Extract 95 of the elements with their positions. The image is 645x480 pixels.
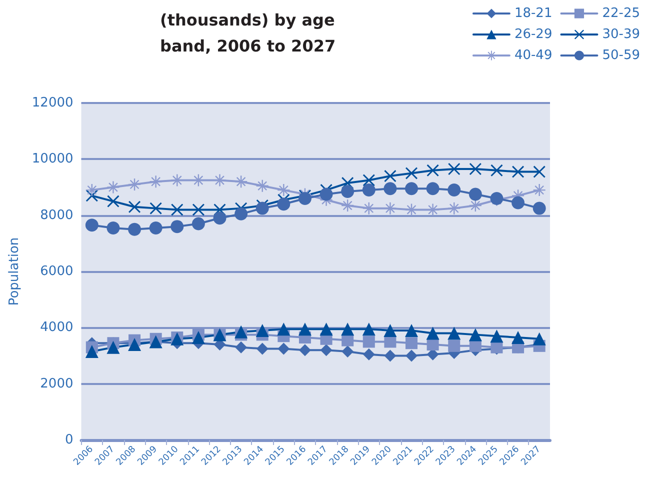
point: [532, 332, 546, 346]
point: [234, 207, 248, 220]
point: [128, 200, 141, 213]
point: [384, 350, 396, 362]
point: [362, 202, 375, 214]
point: [298, 192, 312, 205]
point: [512, 196, 525, 210]
point: [107, 181, 120, 194]
point: [277, 322, 290, 336]
point: [106, 340, 120, 354]
point: [362, 174, 375, 186]
point: [426, 164, 439, 176]
point: [150, 202, 162, 214]
point: [362, 322, 376, 336]
point: [320, 322, 333, 336]
point: [149, 221, 162, 234]
y-tick-label: 8000: [40, 208, 74, 223]
point: [234, 325, 248, 338]
point: [192, 217, 205, 230]
point: [490, 330, 504, 343]
point: [320, 188, 333, 201]
point: [298, 344, 311, 356]
point: [128, 222, 142, 236]
point: [490, 164, 503, 176]
point: [106, 221, 120, 234]
point: [320, 344, 332, 356]
y-axis-title: Population: [7, 237, 22, 306]
point: [341, 322, 354, 336]
chart-title: (thousands) by age band, 2006 to 2027: [160, 10, 340, 56]
point: [384, 182, 397, 196]
point: [405, 182, 418, 196]
point: [192, 174, 204, 186]
point: [362, 336, 375, 348]
point: [256, 342, 268, 355]
point: [468, 328, 482, 342]
y-tick-label: 6000: [40, 264, 74, 279]
y-tick-label: 0: [64, 432, 74, 448]
point: [342, 334, 354, 346]
point: [468, 188, 482, 201]
point: [384, 324, 397, 337]
point: [85, 345, 98, 358]
point: [235, 176, 248, 188]
point: [384, 170, 396, 182]
point: [405, 324, 418, 337]
point: [192, 204, 204, 216]
point: [171, 174, 184, 186]
legend-label: 18-21: [514, 6, 552, 21]
point: [170, 220, 184, 234]
point: [512, 166, 524, 178]
y-tick-label: 4000: [40, 320, 74, 336]
point: [469, 340, 482, 352]
point: [278, 342, 290, 355]
point: [107, 195, 120, 208]
point: [406, 337, 418, 350]
y-tick-label: 10000: [32, 152, 74, 167]
point: [532, 202, 546, 215]
legend-label: 30-39: [602, 27, 640, 42]
legend-label: 50-59: [602, 48, 640, 63]
point: [448, 326, 461, 340]
point: [426, 182, 440, 196]
y-tick-label: 12000: [32, 96, 74, 110]
point: [150, 176, 162, 188]
point: [256, 202, 269, 215]
point: [448, 340, 460, 352]
point: [235, 341, 248, 354]
legend-label: 26-29: [514, 27, 552, 42]
point: [256, 324, 269, 337]
point: [426, 326, 440, 340]
point: [278, 184, 290, 196]
point: [512, 330, 525, 344]
point: [448, 184, 461, 197]
point: [192, 330, 205, 344]
point: [256, 180, 268, 192]
point: [214, 174, 226, 186]
point: [469, 162, 482, 175]
point: [362, 348, 375, 360]
point: [533, 184, 546, 196]
point: [85, 218, 98, 232]
point: [448, 202, 460, 214]
y-tick-label: 2000: [40, 376, 74, 392]
point: [171, 204, 184, 216]
point: [213, 212, 226, 225]
point: [341, 184, 354, 198]
point: [277, 198, 290, 211]
point: [426, 204, 439, 216]
point: [406, 167, 418, 180]
legend-label: 40-49: [514, 48, 552, 63]
legend-label: 22-25: [602, 6, 640, 21]
point: [384, 202, 396, 214]
point: [298, 322, 312, 336]
point: [342, 346, 354, 358]
point: [448, 162, 460, 175]
point: [406, 350, 418, 362]
point: [533, 166, 546, 178]
point: [362, 184, 376, 197]
